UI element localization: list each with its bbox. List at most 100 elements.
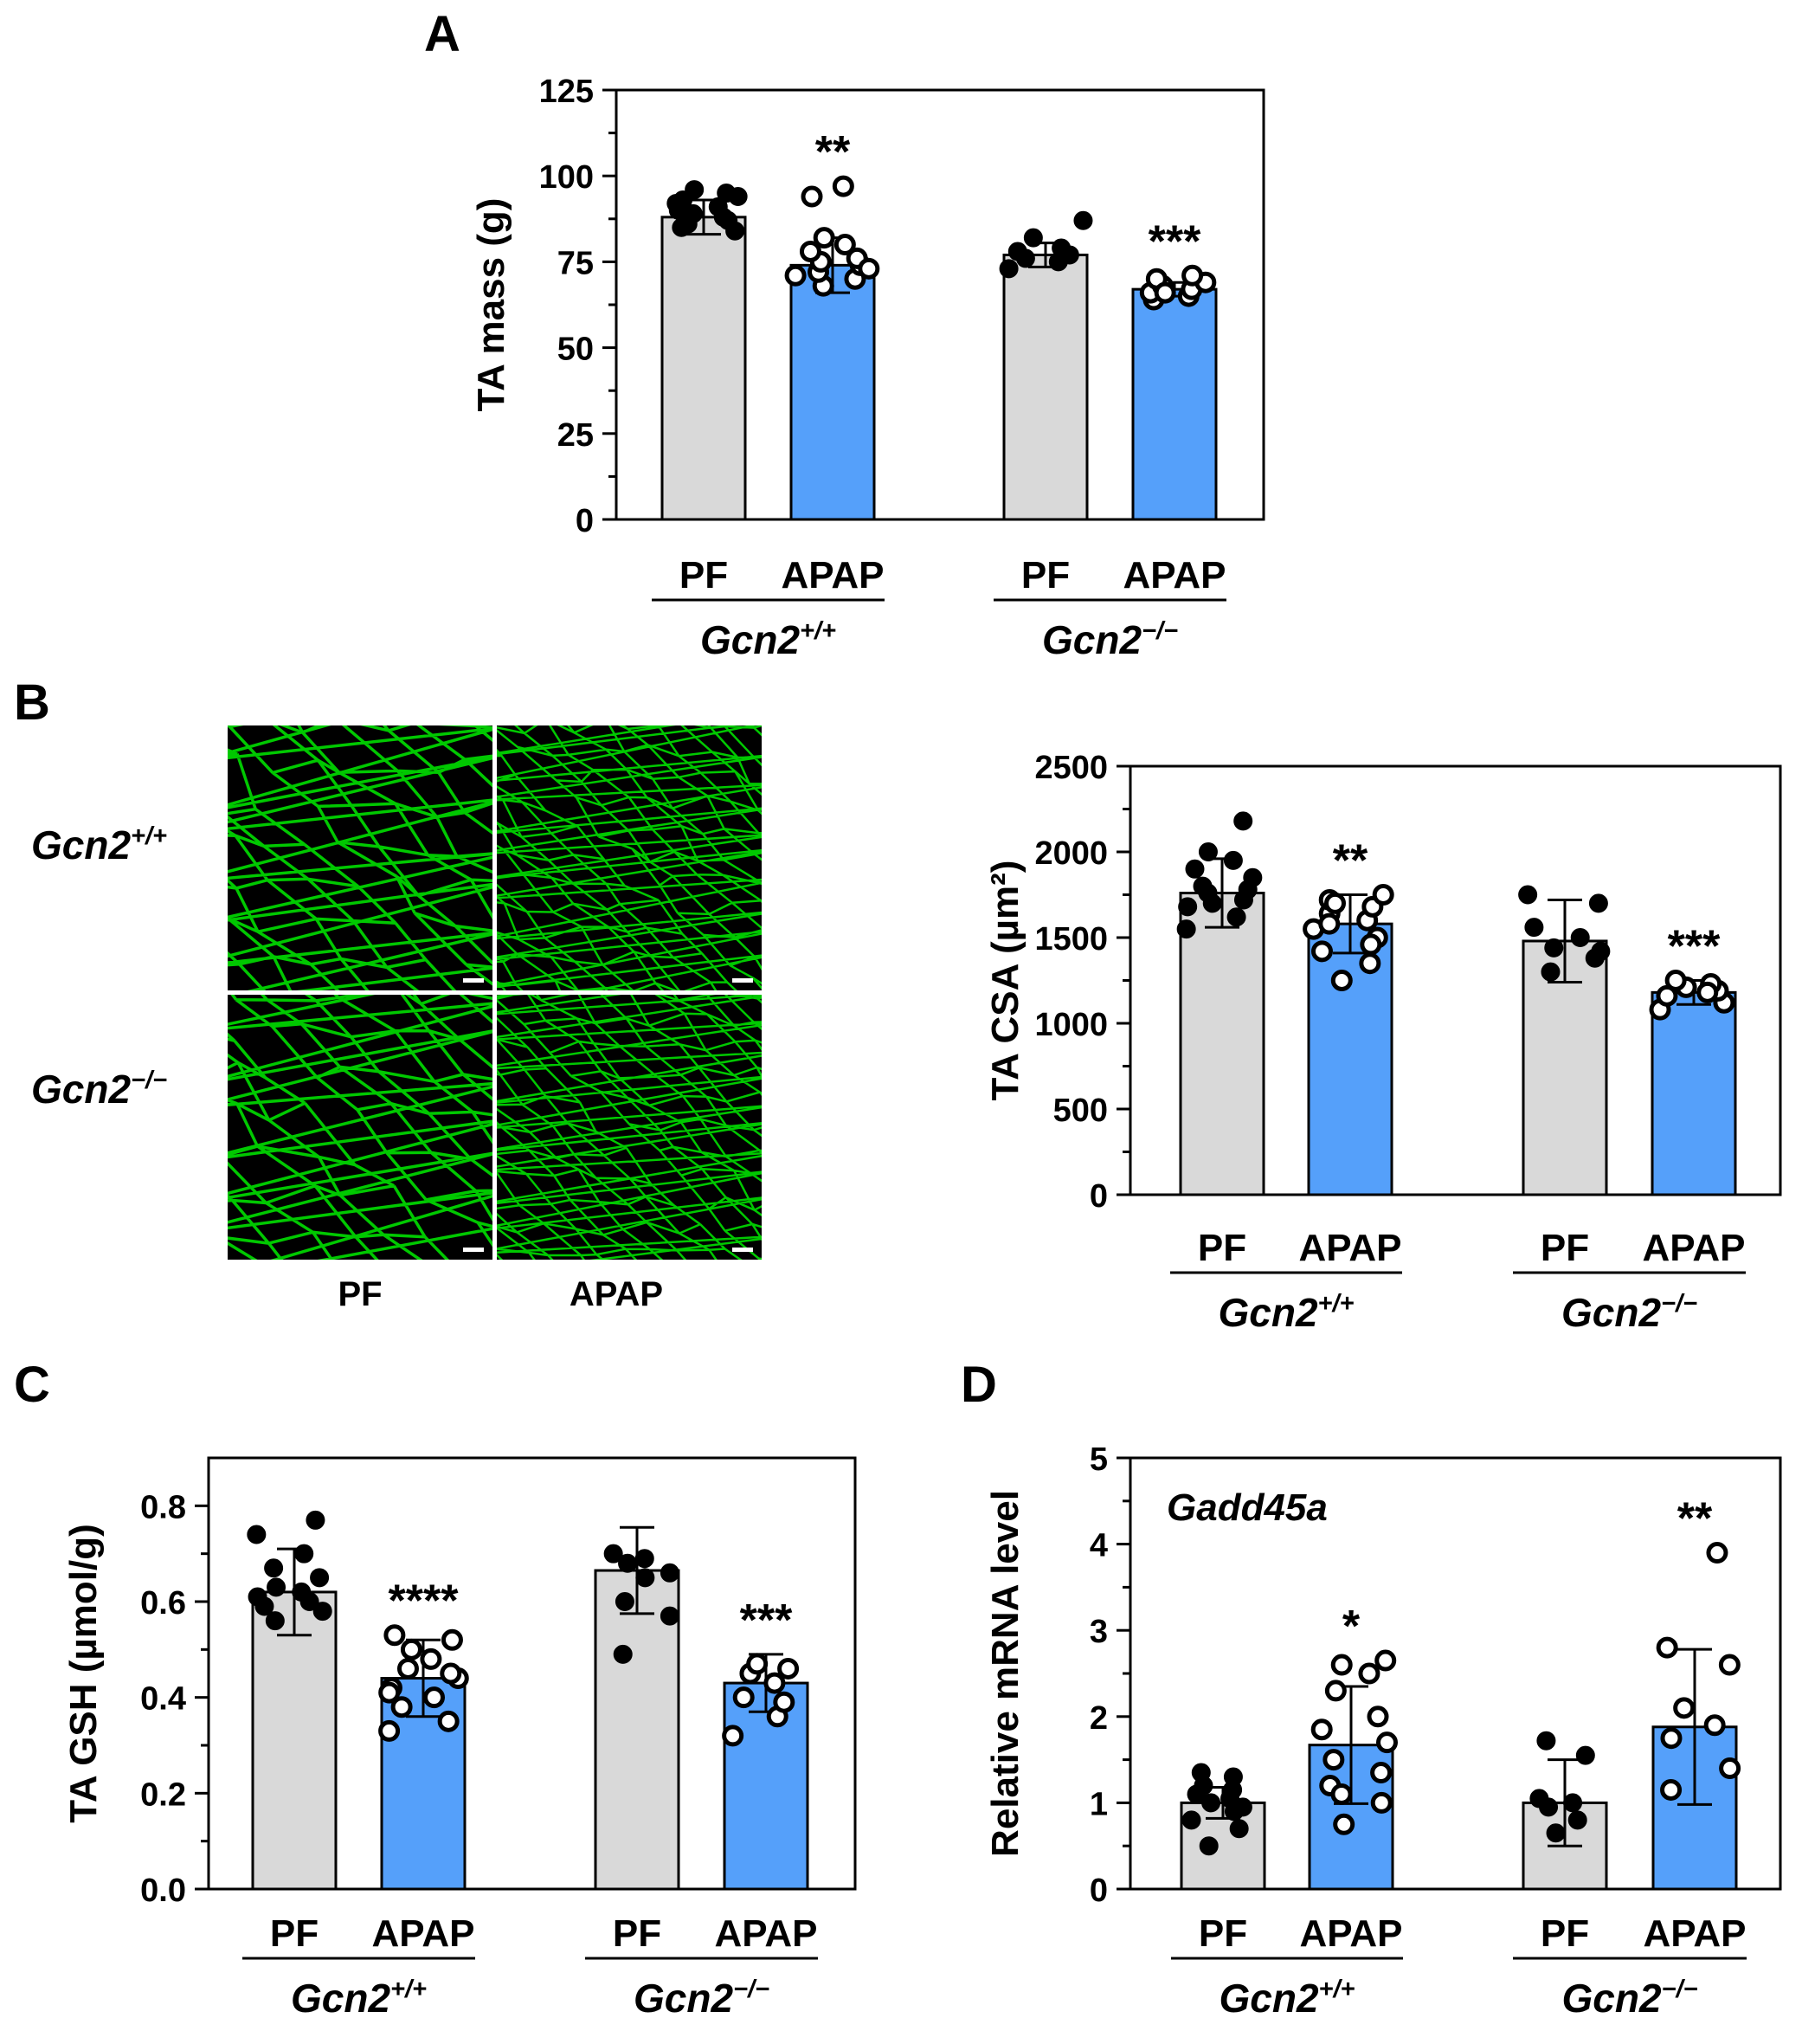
data-point	[1518, 885, 1538, 905]
chart-c: 0.0 0.2 0.4 0.6 0.8 TA GSH (µmol/g) PF **** APAP…	[62, 1456, 857, 2021]
data-point	[390, 1696, 413, 1718]
significance-marker: *	[1342, 1602, 1361, 1652]
data-point	[383, 1624, 406, 1647]
panel-letter-a: A	[424, 6, 460, 62]
data-point	[728, 187, 748, 207]
data-point	[1330, 1783, 1353, 1805]
y-tick-label: 5	[1090, 1441, 1108, 1478]
data-point	[1706, 1542, 1728, 1564]
data-point	[247, 1525, 267, 1544]
y-tick-label: 75	[557, 245, 594, 281]
data-point	[660, 1606, 679, 1626]
x-condition-label: APAP	[782, 554, 885, 596]
y-tick-label: 50	[557, 332, 594, 368]
data-point	[1223, 850, 1243, 870]
data-point	[1243, 867, 1263, 887]
chart-d: 0 1 2 3 4 5 Relative mRNA level Gadd45a PF * APAP P…	[984, 1441, 1782, 2021]
data-point	[1696, 981, 1719, 1003]
bar-apap	[789, 263, 876, 521]
x-condition-label: PF	[1541, 1912, 1589, 1955]
data-point	[1360, 933, 1382, 956]
x-condition-label: APAP	[1643, 1227, 1746, 1269]
data-point	[1073, 210, 1093, 230]
data-point	[1330, 970, 1353, 991]
data-point	[378, 1681, 401, 1704]
data-point	[1229, 1819, 1249, 1839]
x-condition-label: PF	[1199, 1912, 1247, 1955]
data-point	[396, 1657, 419, 1680]
data-point	[1226, 907, 1246, 927]
data-point	[1375, 1731, 1398, 1754]
data-point	[722, 1725, 744, 1747]
data-point	[267, 1577, 286, 1597]
data-point	[294, 1544, 314, 1564]
data-point	[1233, 811, 1253, 831]
data-point	[1588, 893, 1608, 913]
data-point	[618, 1553, 638, 1573]
genotype-label: Gcn2−/−	[1042, 617, 1178, 662]
data-point	[437, 1710, 460, 1732]
data-point	[1656, 984, 1678, 1007]
data-point	[777, 1657, 800, 1680]
data-point	[1546, 1823, 1566, 1843]
data-point	[1176, 919, 1196, 939]
data-point	[685, 180, 705, 200]
data-point	[1198, 842, 1218, 861]
data-point	[1191, 1763, 1211, 1783]
micrograph-row-label: Gcn2+/+	[31, 822, 167, 867]
data-point	[1703, 1714, 1726, 1737]
genotype-label: Gcn2+/+	[1219, 1290, 1355, 1335]
x-condition-label: PF	[1198, 1227, 1246, 1269]
data-point	[799, 240, 821, 262]
data-point	[1323, 892, 1346, 914]
x-condition-label: APAP	[1123, 554, 1226, 596]
gene-annotation: Gadd45a	[1167, 1486, 1328, 1529]
y-tick-label: 0	[576, 503, 594, 539]
data-point	[248, 1587, 267, 1607]
data-point	[1719, 1757, 1741, 1780]
data-point	[441, 1628, 463, 1651]
y-tick-label: 0.6	[140, 1585, 186, 1622]
micrograph-tile	[497, 995, 762, 1260]
data-point	[1324, 1680, 1347, 1702]
micrograph-col-label: PF	[338, 1275, 382, 1313]
significance-marker: **	[1677, 1494, 1713, 1544]
y-tick-label: 0	[1090, 1178, 1108, 1215]
data-point	[1660, 1727, 1683, 1750]
significance-marker: **	[1333, 836, 1368, 887]
data-point	[1673, 1697, 1696, 1719]
data-point	[400, 1638, 422, 1660]
data-point	[420, 1647, 442, 1670]
data-point	[1199, 1836, 1219, 1856]
data-point	[833, 234, 856, 256]
y-tick-label: 0.8	[140, 1489, 186, 1525]
data-point	[666, 193, 686, 213]
data-point	[378, 1719, 401, 1742]
data-point	[1223, 1767, 1243, 1787]
data-point	[1232, 1797, 1252, 1817]
data-point	[732, 1686, 755, 1709]
bar-apap	[723, 1681, 809, 1891]
data-point	[1372, 884, 1394, 906]
x-condition-label: PF	[270, 1912, 319, 1955]
y-tick-label: 0.0	[140, 1873, 186, 1909]
data-point	[603, 1544, 623, 1564]
data-point	[1359, 952, 1381, 975]
data-point	[310, 1568, 330, 1588]
data-point	[1358, 1662, 1380, 1685]
data-point	[1202, 893, 1222, 913]
data-point	[1185, 859, 1205, 879]
x-condition-label: APAP	[715, 1912, 818, 1955]
y-tick-label: 2	[1090, 1700, 1108, 1737]
data-point	[1181, 264, 1204, 287]
y-tick-label: 2000	[1034, 835, 1108, 872]
x-condition-label: PF	[1021, 554, 1070, 596]
data-point	[1310, 1718, 1333, 1741]
data-point	[763, 1672, 786, 1694]
bar-pf	[251, 1590, 338, 1891]
data-point	[1370, 1791, 1393, 1814]
data-point	[1023, 228, 1043, 248]
data-point	[999, 259, 1019, 279]
genotype-label: Gcn2+/+	[700, 617, 836, 662]
data-point	[1367, 1705, 1389, 1728]
